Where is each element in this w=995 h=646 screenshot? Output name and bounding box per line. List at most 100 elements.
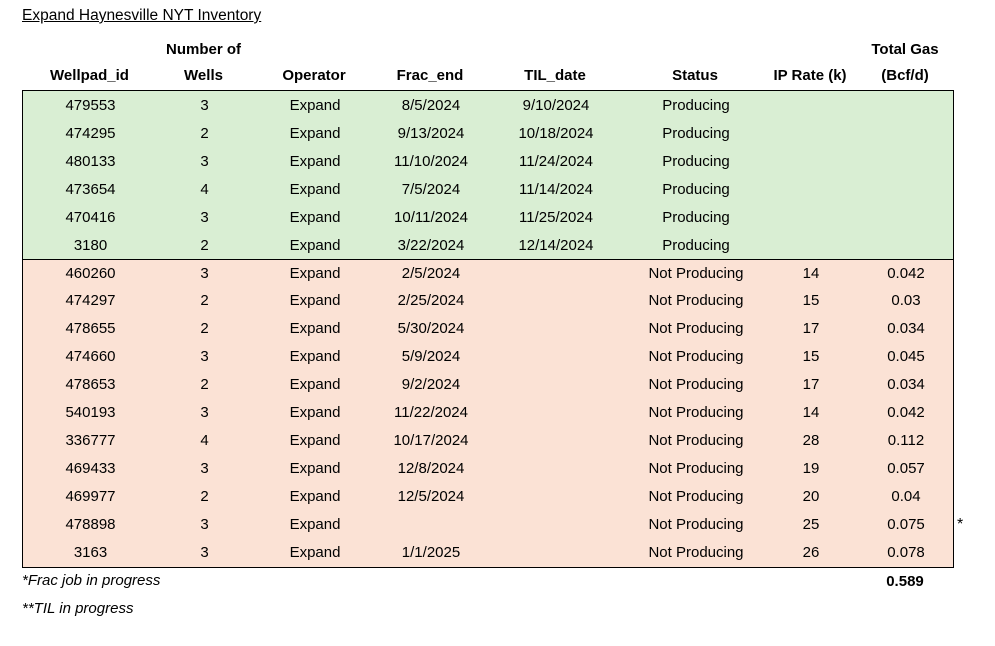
cell-ip-rate[interactable]: 17: [802, 320, 820, 337]
cell-ip-rate[interactable]: 15: [802, 348, 820, 365]
cell-frac-end[interactable]: 3/22/2024: [397, 236, 465, 254]
cell-ip-rate[interactable]: [763, 231, 859, 259]
cell-wells[interactable]: 3: [200, 404, 209, 421]
cell-status[interactable]: Producing: [662, 124, 730, 142]
cell-wells[interactable]: 3: [200, 460, 209, 477]
cell-operator[interactable]: Expand: [289, 348, 341, 365]
cell-status[interactable]: Not Producing: [648, 516, 744, 533]
cell-wellpad-id[interactable]: 469977: [65, 488, 116, 505]
cell-total-gas[interactable]: 0.057: [887, 460, 925, 477]
cell-total-gas[interactable]: [859, 147, 953, 175]
cell-total-gas[interactable]: 0.03: [891, 292, 921, 309]
cell-wells[interactable]: 3: [200, 264, 209, 282]
cell-ip-rate[interactable]: [763, 147, 859, 175]
cell-wells[interactable]: 3: [200, 96, 209, 114]
cell-wells[interactable]: 2: [200, 124, 209, 142]
cell-wellpad-id[interactable]: 460260: [65, 264, 116, 282]
cell-ip-rate[interactable]: 14: [802, 404, 820, 421]
cell-total-gas[interactable]: [859, 91, 953, 119]
cell-frac-end[interactable]: 9/13/2024: [397, 124, 465, 142]
cell-frac-end[interactable]: 5/9/2024: [401, 348, 461, 365]
cell-wellpad-id[interactable]: 478653: [65, 376, 116, 393]
cell-til-date[interactable]: 12/14/2024: [518, 236, 594, 254]
cell-til-date[interactable]: [483, 455, 629, 483]
cell-wells[interactable]: 3: [200, 348, 209, 365]
cell-frac-end[interactable]: 11/22/2024: [394, 404, 468, 421]
cell-operator[interactable]: Expand: [289, 292, 341, 309]
cell-total-gas[interactable]: 0.045: [887, 348, 925, 365]
cell-frac-end[interactable]: 5/30/2024: [397, 320, 465, 337]
cell-wells[interactable]: 2: [200, 292, 209, 309]
cell-operator[interactable]: Expand: [289, 152, 341, 170]
cell-wells[interactable]: 3: [200, 516, 209, 533]
header-number-of-wells[interactable]: Number of Wells: [157, 34, 250, 90]
cell-status[interactable]: Producing: [662, 180, 730, 198]
cell-total-gas[interactable]: 0.042: [887, 264, 925, 282]
cell-total-gas[interactable]: 0.112: [887, 432, 925, 449]
cell-wellpad-id[interactable]: 478655: [65, 320, 116, 337]
cell-wellpad-id[interactable]: 474295: [65, 124, 116, 142]
cell-frac-end[interactable]: 2/5/2024: [401, 264, 461, 282]
cell-til-date[interactable]: [483, 483, 629, 511]
cell-ip-rate[interactable]: 25: [802, 516, 820, 533]
cell-wellpad-id[interactable]: 474660: [65, 348, 116, 365]
cell-frac-end[interactable]: 2/25/2024: [397, 292, 465, 309]
cell-ip-rate[interactable]: [763, 119, 859, 147]
cell-status[interactable]: Producing: [662, 96, 730, 114]
cell-til-date[interactable]: [483, 287, 629, 315]
cell-total-gas[interactable]: 0.04: [891, 488, 921, 505]
cell-status[interactable]: Not Producing: [648, 320, 744, 337]
cell-frac-end[interactable]: 10/11/2024: [394, 208, 468, 226]
cell-til-date[interactable]: 11/14/2024: [519, 180, 593, 198]
cell-wells[interactable]: 3: [200, 544, 209, 561]
header-til-date[interactable]: TIL_date: [482, 34, 628, 90]
cell-frac-end[interactable]: 8/5/2024: [401, 96, 461, 114]
cell-wellpad-id[interactable]: 478898: [65, 516, 116, 533]
cell-operator[interactable]: Expand: [289, 376, 341, 393]
cell-til-date[interactable]: [483, 315, 629, 343]
cell-til-date[interactable]: [483, 371, 629, 399]
cell-wells[interactable]: 3: [200, 208, 209, 226]
cell-wells[interactable]: 2: [200, 488, 209, 505]
header-status[interactable]: Status: [628, 34, 762, 90]
cell-til-date[interactable]: [483, 399, 629, 427]
cell-frac-end[interactable]: 10/17/2024: [393, 432, 469, 449]
cell-operator[interactable]: Expand: [289, 96, 341, 114]
cell-operator[interactable]: Expand: [289, 544, 341, 561]
total-gas-sum-cell[interactable]: 0.589: [886, 572, 924, 590]
cell-ip-rate[interactable]: 26: [802, 544, 820, 561]
cell-status[interactable]: Not Producing: [648, 544, 744, 561]
cell-status[interactable]: Producing: [662, 152, 730, 170]
cell-status[interactable]: Not Producing: [648, 488, 744, 505]
cell-status[interactable]: Producing: [662, 236, 730, 254]
cell-wellpad-id[interactable]: 480133: [65, 152, 116, 170]
cell-til-date[interactable]: [483, 539, 629, 567]
cell-status[interactable]: Not Producing: [648, 404, 744, 421]
cell-total-gas[interactable]: [859, 175, 953, 203]
cell-total-gas[interactable]: [859, 203, 953, 231]
cell-operator[interactable]: Expand: [289, 124, 341, 142]
cell-wellpad-id[interactable]: 479553: [65, 96, 116, 114]
cell-wellpad-id[interactable]: 336777: [65, 432, 116, 449]
cell-frac-end[interactable]: 1/1/2025: [401, 544, 461, 561]
cell-total-gas[interactable]: 0.034: [887, 376, 925, 393]
cell-frac-end[interactable]: 12/5/2024: [397, 488, 465, 505]
cell-frac-end[interactable]: 9/2/2024: [401, 376, 461, 393]
cell-ip-rate[interactable]: 15: [802, 292, 820, 309]
cell-wellpad-id[interactable]: 3163: [73, 544, 108, 561]
header-ip-rate[interactable]: IP Rate (k): [762, 34, 858, 90]
cell-ip-rate[interactable]: [763, 175, 859, 203]
cell-til-date[interactable]: 10/18/2024: [518, 124, 594, 142]
cell-status[interactable]: Producing: [662, 208, 730, 226]
cell-status[interactable]: Not Producing: [648, 264, 744, 282]
cell-frac-end[interactable]: 7/5/2024: [401, 180, 461, 198]
cell-wellpad-id[interactable]: 469433: [65, 460, 116, 477]
cell-total-gas[interactable]: 0.078: [887, 544, 925, 561]
cell-ip-rate[interactable]: 14: [802, 264, 820, 282]
cell-ip-rate[interactable]: 19: [802, 460, 820, 477]
cell-ip-rate[interactable]: 28: [802, 432, 820, 449]
cell-status[interactable]: Not Producing: [648, 460, 744, 477]
header-total-gas[interactable]: Total Gas (Bcf/d): [858, 34, 952, 90]
cell-til-date[interactable]: 9/10/2024: [522, 96, 590, 114]
cell-wells[interactable]: 4: [200, 180, 209, 198]
